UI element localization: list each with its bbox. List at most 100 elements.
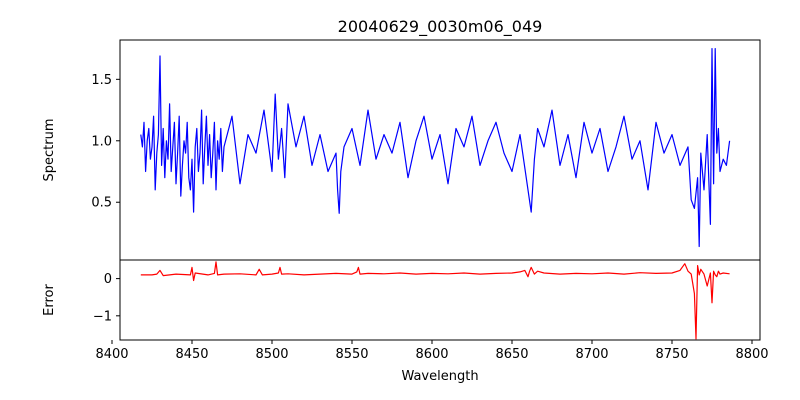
error-data-point bbox=[719, 274, 720, 275]
spectrum-y-label: Spectrum bbox=[42, 119, 57, 182]
error-data-point bbox=[700, 269, 701, 270]
spectrum-data-point bbox=[158, 134, 159, 135]
error-data-point bbox=[559, 274, 560, 275]
spectrum-data-point bbox=[179, 116, 180, 117]
spectrum-data-point bbox=[271, 171, 272, 172]
spectrum-data-point bbox=[166, 140, 167, 141]
spectrum-data-point bbox=[145, 171, 146, 172]
spectrum-data-point bbox=[327, 171, 328, 172]
spectrum-data-point bbox=[729, 140, 730, 141]
spectrum-data-point bbox=[206, 116, 207, 117]
error-data-point bbox=[519, 271, 520, 272]
spectrum-data-point bbox=[415, 140, 416, 141]
spectrum-data-point bbox=[151, 146, 152, 147]
x-axis-label: Wavelength bbox=[401, 369, 478, 384]
spectrum-data-point bbox=[187, 122, 188, 123]
error-data-point bbox=[479, 274, 480, 275]
spectrum-data-point bbox=[700, 153, 701, 154]
spectrum-data-point bbox=[575, 177, 576, 178]
spectrum-data-point bbox=[599, 128, 600, 129]
spectrum-data-point bbox=[647, 189, 648, 190]
spectrum-data-point bbox=[707, 134, 708, 135]
spectrum-data-point bbox=[190, 189, 191, 190]
error-data-point bbox=[431, 273, 432, 274]
spectrum-data-point bbox=[687, 146, 688, 147]
spectrum-data-point bbox=[694, 208, 695, 209]
spectrum-data-point bbox=[340, 171, 341, 172]
error-data-point bbox=[367, 273, 368, 274]
spectrum-data-point bbox=[147, 140, 148, 141]
x-tick-label: 8550 bbox=[335, 347, 368, 362]
error-data-point bbox=[639, 272, 640, 273]
spectrum-data-point bbox=[217, 140, 218, 141]
error-data-point bbox=[140, 274, 141, 275]
error-data-point bbox=[715, 274, 716, 275]
y-tick-label: 1.5 bbox=[91, 73, 112, 88]
error-data-point bbox=[190, 274, 191, 275]
spectrum-data-point bbox=[447, 183, 448, 184]
spectrum-data-point bbox=[180, 196, 181, 197]
error-data-point bbox=[279, 267, 280, 268]
spectrum-data-point bbox=[527, 189, 528, 190]
spectrum-data-point bbox=[718, 128, 719, 129]
error-data-point bbox=[691, 274, 692, 275]
error-y-axis: 0 −1 bbox=[93, 272, 120, 324]
spectrum-data-point bbox=[164, 177, 165, 178]
error-data-point bbox=[191, 267, 192, 268]
error-data-point bbox=[695, 338, 696, 339]
error-data-point bbox=[495, 273, 496, 274]
error-data-point bbox=[655, 273, 656, 274]
error-data-point bbox=[671, 272, 672, 273]
wavelength-x-axis: 8400 8450 8500 8550 8600 8650 8700 8750 8800 bbox=[95, 340, 769, 362]
spectrum-data-point bbox=[303, 116, 304, 117]
spectrum-data-point bbox=[431, 159, 432, 160]
error-data-point bbox=[255, 274, 256, 275]
error-data-point bbox=[729, 273, 730, 274]
error-data-point bbox=[529, 271, 530, 272]
spectrum-data-point bbox=[281, 128, 282, 129]
spectrum-data-point bbox=[215, 189, 216, 190]
error-data-point bbox=[217, 274, 218, 275]
y-tick-label: 0 bbox=[104, 272, 112, 287]
spectrum-data-point bbox=[671, 134, 672, 135]
spectrum-data-point bbox=[161, 165, 162, 166]
spectrum-data-point bbox=[222, 171, 223, 172]
error-data-point bbox=[723, 272, 724, 273]
spectrum-data-point bbox=[255, 153, 256, 154]
error-data-point bbox=[319, 274, 320, 275]
y-tick-label: −1 bbox=[93, 309, 112, 324]
spectrum-data-point bbox=[423, 116, 424, 117]
error-data-point bbox=[415, 274, 416, 275]
error-data-point bbox=[359, 274, 360, 275]
spectrum-data-point bbox=[174, 122, 175, 123]
spectrum-data-point bbox=[383, 134, 384, 135]
spectrum-data-point bbox=[699, 246, 700, 247]
spectrum-data-point bbox=[142, 146, 143, 147]
error-data-point bbox=[713, 271, 714, 272]
spectrum-data-point bbox=[463, 146, 464, 147]
spectrum-data-point bbox=[212, 153, 213, 154]
spectrum-data-point bbox=[263, 110, 264, 111]
spectrum-data-point bbox=[211, 177, 212, 178]
spectrum-data-point bbox=[343, 146, 344, 147]
error-data-point bbox=[699, 274, 700, 275]
spectrum-data-point bbox=[375, 159, 376, 160]
spectrum-data-point bbox=[691, 199, 692, 200]
x-tick-label: 8750 bbox=[655, 347, 688, 362]
error-data-point bbox=[537, 271, 538, 272]
error-data-point bbox=[351, 274, 352, 275]
error-data-point bbox=[511, 272, 512, 273]
error-data-point bbox=[383, 273, 384, 274]
error-data-point bbox=[262, 274, 263, 275]
spectrum-data-point bbox=[239, 183, 240, 184]
spectrum-data-point bbox=[203, 183, 204, 184]
spectrum-data-point bbox=[726, 165, 727, 166]
spectrum-data-point bbox=[399, 122, 400, 123]
spectrum-data-point bbox=[511, 171, 512, 172]
spectrum-data-point bbox=[567, 134, 568, 135]
spectrum-data-point bbox=[479, 165, 480, 166]
spectrum-data-point bbox=[175, 183, 176, 184]
spectrum-data-point bbox=[519, 134, 520, 135]
x-tick-label: 8500 bbox=[255, 347, 288, 362]
spectrum-data-point bbox=[148, 128, 149, 129]
